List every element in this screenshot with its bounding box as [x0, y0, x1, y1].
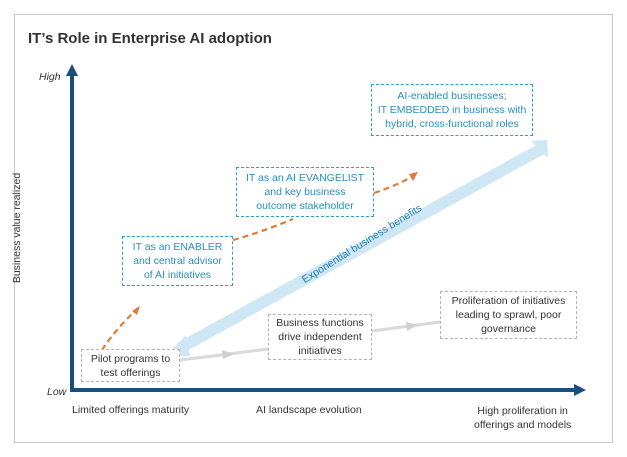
- box-line: and central advisor: [133, 255, 222, 267]
- box-line: of AI initiatives: [143, 269, 212, 281]
- box-line: Pilot programs to: [90, 352, 171, 365]
- pilot-programs-box: Pilot programs to test offerings: [81, 349, 180, 382]
- box-line: outcome stakeholder: [256, 200, 354, 212]
- box-line: Proliferation of initiatives: [451, 295, 566, 307]
- x-axis-label-right: High proliferation in offerings and mode…: [474, 404, 571, 432]
- box-line: AI-enabled businesses;: [397, 90, 507, 102]
- box-line: Business functions: [276, 317, 364, 329]
- y-axis-low-label: Low: [47, 386, 67, 398]
- axes: [66, 64, 586, 396]
- box-line: and key business: [264, 186, 346, 198]
- box-line: IT as an AI EVANGELIST: [245, 172, 365, 184]
- gray-progression-arrows: [179, 320, 441, 362]
- box-line: IT EMBEDDED in business with: [377, 104, 527, 116]
- y-axis-title: Business value realized: [11, 172, 23, 284]
- x-axis-label-middle: AI landscape evolution: [256, 404, 362, 416]
- diagram-title: IT’s Role in Enterprise AI adoption: [28, 30, 272, 47]
- y-axis-high-label: High: [39, 71, 61, 83]
- x-axis-label-right-line: High proliferation in: [477, 405, 568, 417]
- box-line: IT as an ENABLER: [132, 241, 223, 253]
- box-line: governance: [481, 323, 536, 335]
- proliferation-box: Proliferation of initiatives leading to …: [440, 291, 577, 339]
- x-axis-label-left: Limited offerings maturity: [72, 404, 190, 416]
- x-axis-label-right-line: offerings and models: [474, 419, 572, 431]
- box-line: drive independent: [278, 331, 362, 343]
- box-line: test offerings: [100, 366, 161, 379]
- box-line: hybrid, cross-functional roles: [385, 118, 519, 130]
- business-functions-box: Business functions drive independent ini…: [268, 314, 372, 360]
- evangelist-box: IT as an AI EVANGELIST and key business …: [236, 167, 374, 217]
- embedded-box: AI-enabled businesses; IT EMBEDDED in bu…: [371, 84, 533, 136]
- enabler-box: IT as an ENABLER and central advisor of …: [122, 236, 233, 286]
- box-line: leading to sprawl, poor: [455, 309, 562, 321]
- box-line: initiatives: [298, 345, 342, 357]
- orange-progression-arrows: [101, 172, 418, 351]
